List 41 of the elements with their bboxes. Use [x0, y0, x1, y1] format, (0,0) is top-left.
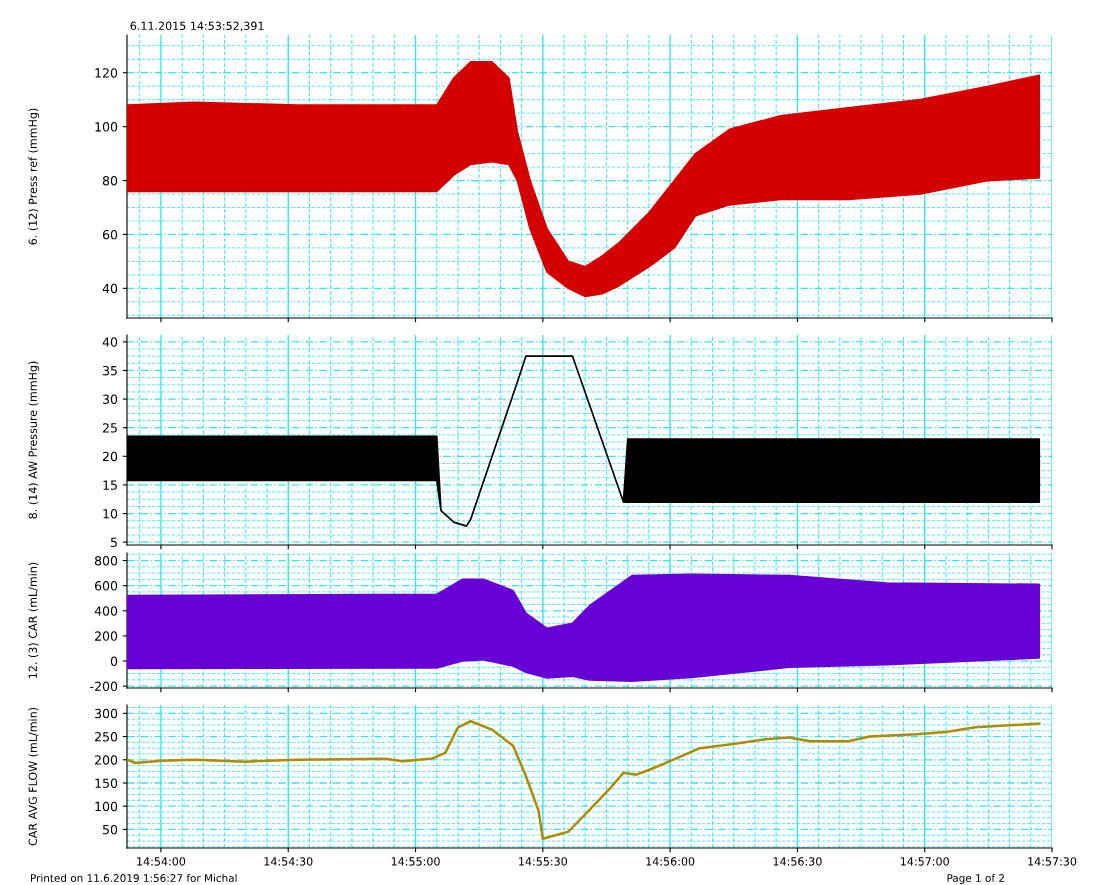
x-tick-label: 14:54:00	[137, 857, 186, 866]
x-tick-label: 14:56:00	[646, 857, 695, 866]
y-tick-label: 200	[95, 755, 118, 765]
y-axis-title: 8. (14) AW Pressure (mmHg)	[28, 361, 40, 519]
y-tick-label: 20	[102, 451, 118, 462]
y-tick-label: 400	[94, 606, 118, 616]
text: 6.11.2015 14:53:52,391	[130, 21, 264, 32]
x-tick-label: 14:55:30	[519, 857, 568, 866]
y-axis-title: 12. (3) CAR (mL/min)	[28, 562, 39, 679]
x-tick-label: 14:56:30	[773, 857, 822, 866]
y-tick-label: 100	[95, 801, 118, 812]
x-tick-label: 14:57:30	[1028, 857, 1077, 866]
x-tick-label: 14:54:30	[264, 857, 313, 866]
y-tick-label: 10	[103, 509, 118, 519]
y-tick-label: 40	[102, 337, 118, 347]
y-tick-label: 50	[103, 824, 118, 835]
text: Page 1 of 2	[947, 873, 1004, 884]
y-axis-title: CAR AVG FLOW (mL/min)	[28, 707, 39, 846]
y-tick-label: 100	[95, 122, 118, 132]
x-tick-label: 14:57:00	[900, 857, 949, 866]
y-tick-label: 60	[102, 229, 118, 240]
y-tick-label: 250	[95, 732, 118, 742]
y-tick-label: 35	[103, 365, 117, 376]
y-tick-label: 150	[95, 778, 118, 788]
y-tick-label: 15	[103, 480, 117, 490]
y-tick-label: 25	[102, 423, 117, 433]
y-tick-label: -200	[90, 681, 118, 692]
y-tick-label: 0	[110, 656, 118, 666]
y-tick-label: 80	[102, 176, 118, 186]
y-tick-label: 40	[102, 283, 118, 294]
text: Printed on 11.6.2019 1:56:27 for Michal	[31, 873, 237, 882]
y-tick-label: 800	[94, 556, 118, 566]
x-tick-label: 14:55:00	[391, 857, 440, 866]
y-axis-title: 6. (12) Press ref (mmHg)	[28, 108, 40, 245]
y-tick-label: 120	[95, 68, 118, 78]
y-tick-label: 300	[95, 708, 118, 719]
y-tick-label: 200	[95, 631, 118, 641]
y-tick-label: 600	[94, 581, 118, 591]
line-series	[127, 720, 1041, 840]
y-tick-label: 5	[110, 537, 117, 548]
y-tick-label: 30	[103, 394, 118, 405]
